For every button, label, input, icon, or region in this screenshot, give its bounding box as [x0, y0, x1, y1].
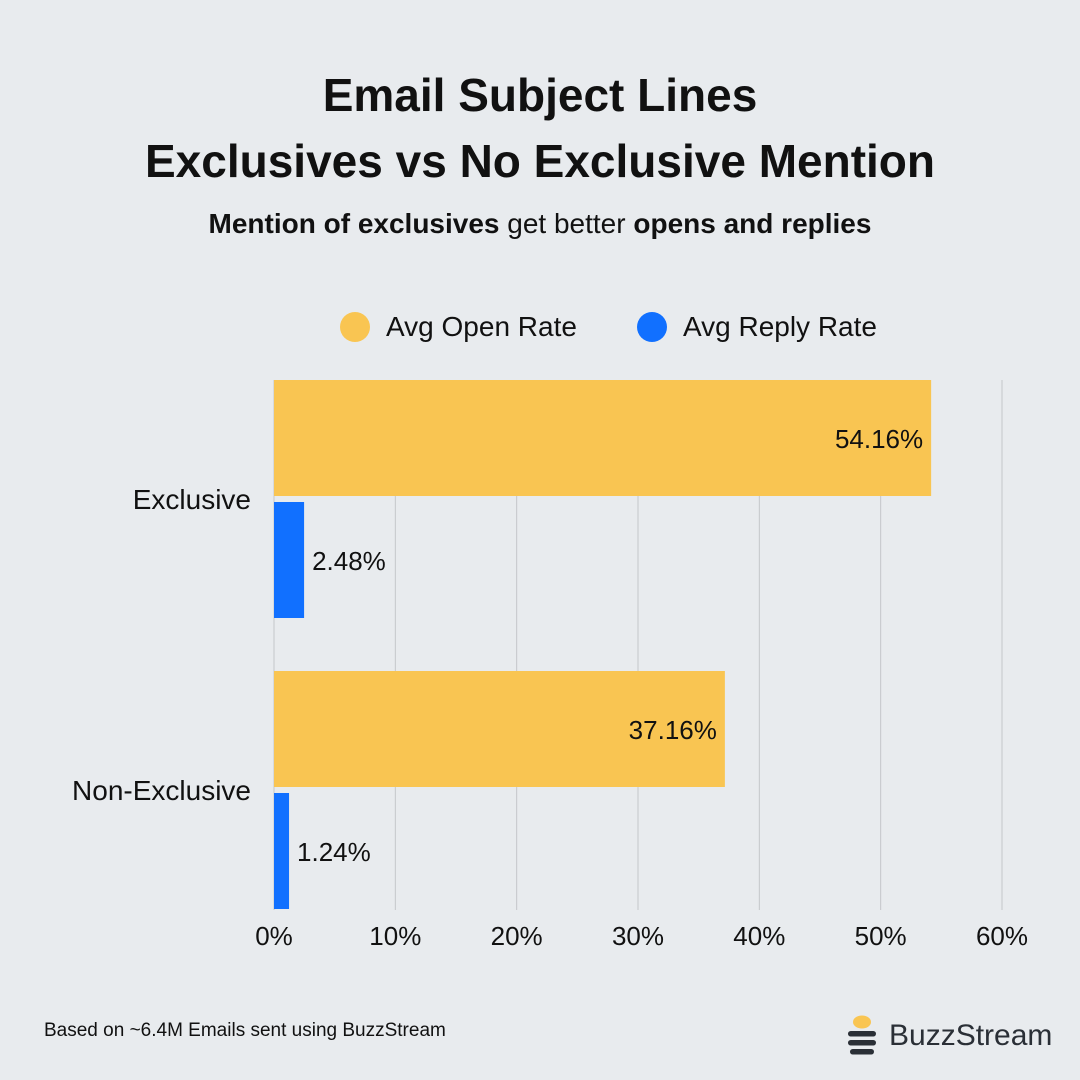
legend-item-open: Avg Open Rate [340, 311, 577, 343]
legend-label-reply: Avg Reply Rate [682, 311, 877, 342]
data-label: 37.16% [629, 715, 717, 745]
brand-name: BuzzStream [889, 1019, 1053, 1052]
bar-reply-rate [274, 502, 305, 618]
bar-reply-rate [274, 793, 290, 909]
chart-title-line1: Email Subject Lines [322, 69, 758, 121]
data-label: 54.16% [835, 424, 923, 454]
x-tick-label: 0% [255, 921, 293, 951]
subtitle-middle: get better [499, 208, 634, 239]
bar-chart: 0% 10% 20% 30% 40% 50% 60% Exclusive 54.16% 2.48%… [72, 380, 1028, 951]
category-label: Exclusive [133, 484, 251, 515]
x-tick-label: 60% [976, 921, 1028, 951]
bar-open-rate [274, 671, 725, 787]
x-tick-label: 20% [491, 921, 543, 951]
category-label: Non-Exclusive [72, 775, 251, 806]
data-label: 2.48% [312, 546, 386, 576]
subtitle-bold-end: opens and replies [633, 208, 872, 239]
legend-label-open: Avg Open Rate [386, 311, 577, 342]
chart-title-line2: Exclusives vs No Exclusive Mention [145, 135, 935, 187]
subtitle-bold-start: Mention of exclusives [208, 208, 500, 239]
data-label: 1.24% [297, 837, 371, 867]
x-tick-label: 50% [855, 921, 907, 951]
chart-legend: Avg Open Rate Avg Reply Rate [340, 305, 937, 349]
legend-item-reply: Avg Reply Rate [636, 311, 877, 343]
x-tick-label: 10% [369, 921, 421, 951]
bar-open-rate [274, 380, 932, 496]
footnote: Based on ~6.4M Emails sent using BuzzStr… [44, 1020, 446, 1041]
legend-swatch-reply [636, 312, 667, 342]
x-tick-label: 40% [733, 921, 785, 951]
bee-icon [848, 1015, 876, 1055]
x-tick-label: 30% [612, 921, 664, 951]
chart-subtitle: Mention of exclusives get better opens a… [0, 208, 1080, 240]
legend-swatch-open [340, 312, 370, 342]
brand-logo: BuzzStream [845, 1014, 1052, 1058]
